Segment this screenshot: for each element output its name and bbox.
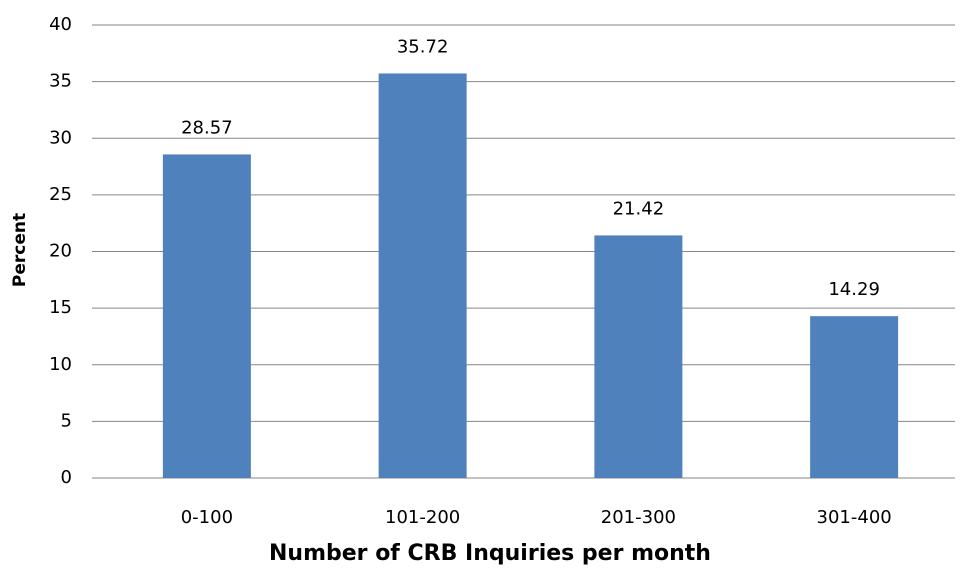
y-tick-label: 35 [49, 71, 72, 92]
y-tick-label: 15 [49, 297, 72, 318]
y-tick-label: 30 [49, 127, 72, 148]
bar [810, 316, 899, 478]
data-label: 35.72 [397, 36, 449, 57]
x-tick-label: 0-100 [181, 507, 233, 528]
y-tick-label: 10 [49, 354, 72, 375]
x-tick-label: 101-200 [385, 507, 460, 528]
data-label: 28.57 [181, 117, 233, 138]
data-label: 21.42 [613, 198, 665, 219]
bar [378, 73, 467, 478]
x-tick-label: 201-300 [601, 507, 676, 528]
bar [162, 154, 251, 478]
bar [594, 235, 683, 478]
y-tick-label: 40 [49, 14, 72, 35]
data-label: 14.29 [828, 279, 880, 300]
y-tick-label: 25 [49, 184, 72, 205]
x-axis-label: Number of CRB Inquiries per month [269, 541, 711, 566]
x-tick-label: 301-400 [817, 507, 892, 528]
y-tick-label: 5 [61, 410, 72, 431]
y-tick-label: 20 [49, 241, 72, 262]
y-axis-label: Percent [10, 213, 30, 287]
y-tick-label: 0 [61, 467, 72, 488]
